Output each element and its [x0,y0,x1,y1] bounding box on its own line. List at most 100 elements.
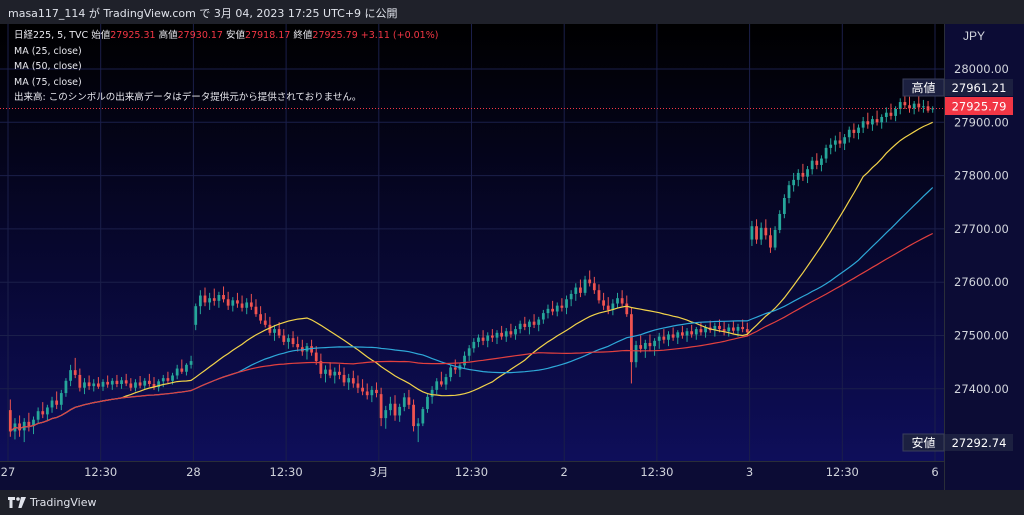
candle-body [143,380,147,386]
candle-body [875,119,879,123]
candle-body [416,423,420,427]
candle-body [606,305,610,310]
candle-body [467,348,471,356]
candle-body [866,121,870,125]
time-tick-label: 3 [746,465,753,479]
candle-body [370,389,374,396]
candle-body [18,423,21,431]
candle-body [231,300,235,306]
candle-series [8,89,935,443]
candle-body [565,299,568,308]
time-axis-ticks: 27 12:30 28 12:30 3月 12:30 2 12:30 3 12:30 6 [1,465,939,479]
tradingview-logo[interactable]: TradingView [8,496,96,509]
candle-body [824,147,828,159]
candle-body [787,185,791,198]
legend-low-label: 安値 [226,30,246,41]
candle-body [319,361,323,374]
publish-header: masa117_114 が TradingView.com で 3月 04, 2… [0,0,1024,24]
candle-body [625,303,629,315]
legend-ma25[interactable]: MA (25, close) [14,45,82,57]
candle-body [782,197,786,214]
candle-body [282,335,286,342]
candle-body [222,294,225,300]
candle-body [838,140,842,144]
candle-body [922,106,925,108]
candle-body [541,313,545,320]
candle-body [713,325,717,331]
high-tag: 高値 [911,80,935,95]
price-tick-label: 27600.00 [954,275,1009,289]
candle-body [579,287,582,293]
candle-body [69,370,72,381]
candle-body [328,369,332,376]
candle-body [560,305,564,308]
legend-symbol: 日経225, 5, TVC [14,30,89,41]
price-chart[interactable]: JPY 28000.00 27900.00 27800.00 27700.00 2760… [0,24,1024,490]
candle-body [87,382,91,387]
candle-body [356,383,360,388]
candle-body [926,106,930,111]
candle-body [96,383,100,387]
candle-body [166,378,170,381]
candle-body [704,327,707,333]
candle-body [477,337,480,342]
candle-body [449,367,453,378]
candle-body [8,410,12,432]
legend-low-value: 27918.17 [245,30,291,41]
candle-body [880,116,884,123]
candle-body [379,394,383,419]
candle-body [801,172,805,177]
candle-body [147,380,151,385]
legend-volume-note: 出来高: このシンボルの出来高データはデータ提供元から提供されておりません。 [14,92,362,103]
candle-body [884,112,888,117]
time-tick-label: 3月 [369,465,388,479]
time-tick-label: 28 [186,465,201,479]
candle-body [296,344,300,348]
candle-body [546,308,550,314]
candle-body [463,355,466,366]
candle-body [106,381,110,385]
candle-body [212,298,216,301]
candle-body [583,279,587,293]
high-value: 27961.21 [952,81,1007,95]
candle-body [898,102,902,109]
candle-body [931,108,935,110]
candle-body [240,303,244,308]
time-tick-label: 2 [561,465,568,479]
candle-body [32,419,35,427]
candle-body [351,378,355,384]
last-price-marker: 27925.79 [945,97,1013,115]
candle-body [810,160,814,170]
candle-body [667,334,670,340]
legend: 日経225, 5, TVC 始値27925.31 高値27930.17 安値27… [14,28,438,106]
candle-body [120,380,123,385]
candle-body [384,410,388,419]
candle-body [662,336,666,340]
candle-body [333,371,337,376]
time-tick-label: 12:30 [455,465,488,479]
candle-body [249,302,253,307]
candle-body [722,329,726,332]
candle-body [806,169,809,177]
candle-body [152,384,156,388]
candle-body [769,235,772,248]
moving-averages [9,121,934,432]
candle-body [287,338,290,342]
candle-body [217,294,221,301]
candle-body [36,411,40,420]
candle-body [741,326,745,330]
candle-body [755,226,758,240]
legend-ma50[interactable]: MA (50, close) [14,61,82,72]
candle-body [291,338,295,345]
legend-ma75[interactable]: MA (75, close) [14,76,82,88]
ma75-line [9,232,933,432]
candle-body [393,403,397,416]
candle-body [917,103,921,108]
chart-frame[interactable]: JPY 28000.00 27900.00 27800.00 27700.00 2760… [0,24,1024,490]
tradingview-icon [8,497,26,508]
candle-body [435,381,439,390]
candle-body [398,406,402,416]
candle-body [718,325,721,330]
candle-body [685,331,689,336]
time-tick-label: 27 [1,465,16,479]
